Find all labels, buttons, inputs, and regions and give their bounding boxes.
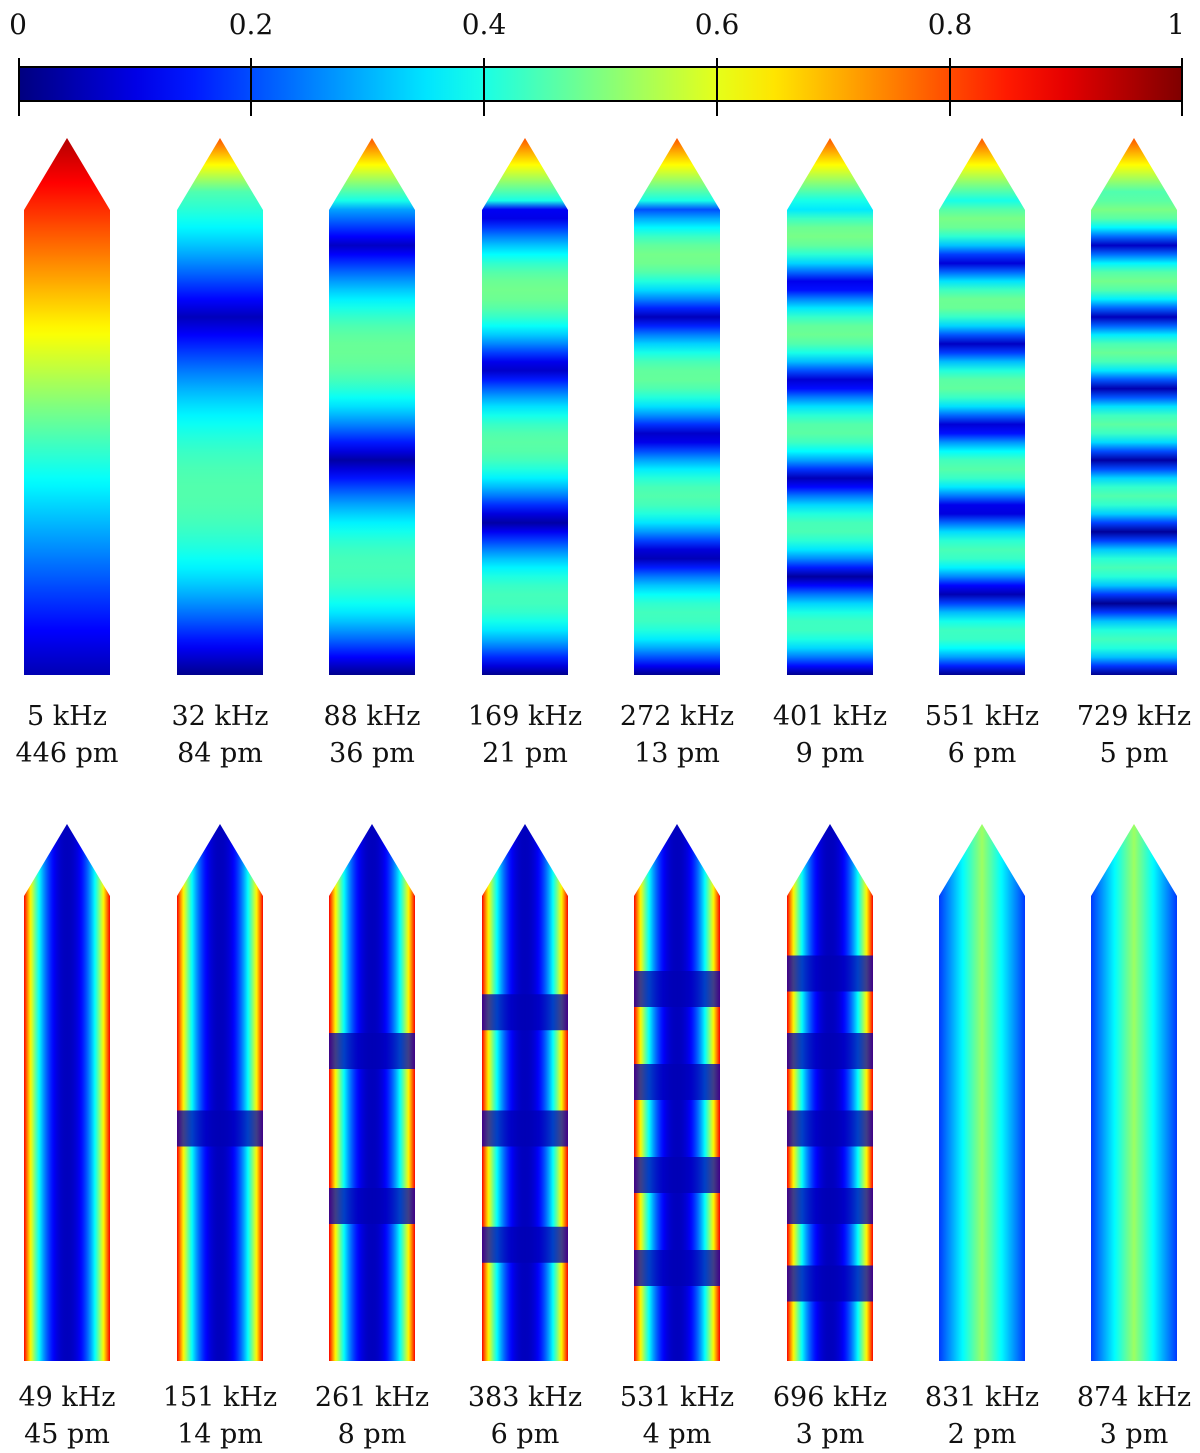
colorbar-tick-label: 0.4 [461, 8, 507, 41]
nodal-band [634, 1064, 720, 1100]
mode-shape-map [177, 824, 263, 1361]
colorbar-tick-mark [716, 58, 718, 116]
colorbar-tick-label: 0.8 [927, 8, 973, 41]
amplitude-label: 5 pm [1099, 738, 1169, 769]
amplitude-label: 84 pm [177, 738, 263, 769]
mode-caption: 831 kHz 2 pm [907, 1379, 1057, 1453]
mode-shape-map [634, 138, 720, 675]
amplitude-label: 36 pm [329, 738, 415, 769]
frequency-label: 272 kHz [619, 701, 735, 732]
frequency-label: 696 kHz [772, 1382, 888, 1413]
frequency-label: 551 kHz [924, 701, 1040, 732]
frequency-label: 729 kHz [1076, 701, 1192, 732]
mode-shape-map [1091, 824, 1177, 1361]
frequency-label: 261 kHz [314, 1382, 430, 1413]
mode-shape-map [329, 824, 415, 1361]
mode-caption: 88 kHz 36 pm [297, 698, 447, 772]
mode-caption: 874 kHz 3 pm [1059, 1379, 1200, 1453]
frequency-label: 32 kHz [171, 701, 269, 732]
frequency-label: 531 kHz [619, 1382, 735, 1413]
mode-caption: 401 kHz 9 pm [755, 698, 905, 772]
nodal-band [787, 1188, 873, 1224]
colorbar-tick-label: 0.6 [694, 8, 740, 41]
nodal-band [482, 1226, 568, 1263]
nodal-band [634, 1250, 720, 1286]
frequency-label: 88 kHz [323, 701, 421, 732]
amplitude-label: 9 pm [795, 738, 865, 769]
amplitude-label: 2 pm [947, 1419, 1017, 1450]
colorbar-gradient [18, 66, 1183, 102]
colorbar-tick-mark [1181, 58, 1183, 116]
mode-caption: 729 kHz 5 pm [1059, 698, 1200, 772]
nodal-band [482, 1110, 568, 1147]
mode-caption: 32 kHz 84 pm [145, 698, 295, 772]
amplitude-label: 446 pm [15, 738, 119, 769]
nodal-band [787, 955, 873, 992]
amplitude-label: 6 pm [490, 1419, 560, 1450]
nodal-band [787, 1033, 873, 1069]
colorbar-tick-label: 0 [9, 8, 27, 41]
mode-caption: 531 kHz 4 pm [602, 1379, 752, 1453]
amplitude-label: 13 pm [634, 738, 720, 769]
frequency-label: 401 kHz [772, 701, 888, 732]
mode-caption: 169 kHz 21 pm [450, 698, 600, 772]
amplitude-label: 45 pm [24, 1419, 110, 1450]
colorbar-tick-mark [250, 58, 252, 116]
frequency-label: 151 kHz [162, 1382, 278, 1413]
mode-shape-map [482, 824, 568, 1361]
amplitude-label: 6 pm [947, 738, 1017, 769]
frequency-label: 831 kHz [924, 1382, 1040, 1413]
nodal-band [634, 971, 720, 1007]
mode-shape-map [939, 824, 1025, 1361]
mode-shape-map [939, 138, 1025, 675]
nodal-band [482, 994, 568, 1031]
frequency-label: 49 kHz [18, 1382, 116, 1413]
amplitude-label: 4 pm [642, 1419, 712, 1450]
nodal-band [329, 1033, 415, 1069]
nodal-band [177, 1110, 263, 1147]
mode-caption: 261 kHz 8 pm [297, 1379, 447, 1453]
nodal-band [634, 1157, 720, 1193]
colorbar-tick-label: 1 [1167, 8, 1185, 41]
nodal-band [787, 1265, 873, 1302]
frequency-label: 383 kHz [467, 1382, 583, 1413]
mode-caption: 551 kHz 6 pm [907, 698, 1057, 772]
mode-shape-map [787, 138, 873, 675]
mode-shape-map [177, 138, 263, 675]
mode-shape-map [482, 138, 568, 675]
amplitude-label: 14 pm [177, 1419, 263, 1450]
nodal-band [787, 1110, 873, 1147]
colorbar-tick-mark [949, 58, 951, 116]
frequency-label: 874 kHz [1076, 1382, 1192, 1413]
amplitude-label: 3 pm [1099, 1419, 1169, 1450]
colorbar-tick-mark [18, 58, 20, 116]
amplitude-label: 8 pm [337, 1419, 407, 1450]
mode-shape-map [1091, 138, 1177, 675]
mode-shape-map [24, 138, 110, 675]
amplitude-label: 21 pm [482, 738, 568, 769]
frequency-label: 5 kHz [27, 701, 107, 732]
mode-caption: 272 kHz 13 pm [602, 698, 752, 772]
mode-caption: 696 kHz 3 pm [755, 1379, 905, 1453]
colorbar-tick-mark [483, 58, 485, 116]
frequency-label: 169 kHz [467, 701, 583, 732]
mode-caption: 5 kHz 446 pm [0, 698, 142, 772]
mode-caption: 383 kHz 6 pm [450, 1379, 600, 1453]
mode-shape-map [24, 824, 110, 1361]
mode-caption: 151 kHz 14 pm [145, 1379, 295, 1453]
nodal-band [329, 1188, 415, 1224]
mode-caption: 49 kHz 45 pm [0, 1379, 142, 1453]
mode-shape-map [329, 138, 415, 675]
colorbar-tick-label: 0.2 [228, 8, 274, 41]
amplitude-label: 3 pm [795, 1419, 865, 1450]
